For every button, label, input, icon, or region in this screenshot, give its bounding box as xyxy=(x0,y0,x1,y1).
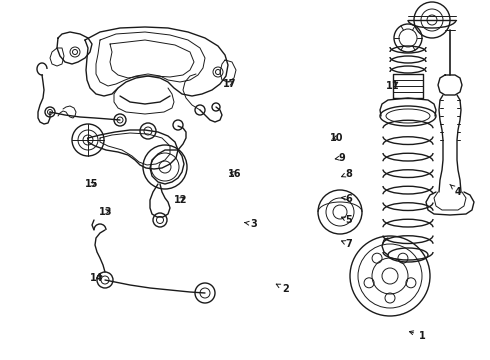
Text: 10: 10 xyxy=(330,132,344,143)
Text: 5: 5 xyxy=(342,215,352,225)
Text: 3: 3 xyxy=(245,219,257,229)
Text: 13: 13 xyxy=(98,207,112,217)
Text: 4: 4 xyxy=(450,184,462,197)
Text: 7: 7 xyxy=(342,239,352,249)
Text: 14: 14 xyxy=(90,273,104,283)
Text: 8: 8 xyxy=(342,168,352,179)
Text: 2: 2 xyxy=(276,284,289,294)
Text: 12: 12 xyxy=(173,195,187,205)
Text: 15: 15 xyxy=(85,179,99,189)
Text: 17: 17 xyxy=(222,78,236,89)
Text: 6: 6 xyxy=(342,194,352,204)
Text: 16: 16 xyxy=(227,168,241,179)
Text: 11: 11 xyxy=(386,81,400,91)
Text: 1: 1 xyxy=(410,330,426,341)
Text: 9: 9 xyxy=(335,153,345,163)
